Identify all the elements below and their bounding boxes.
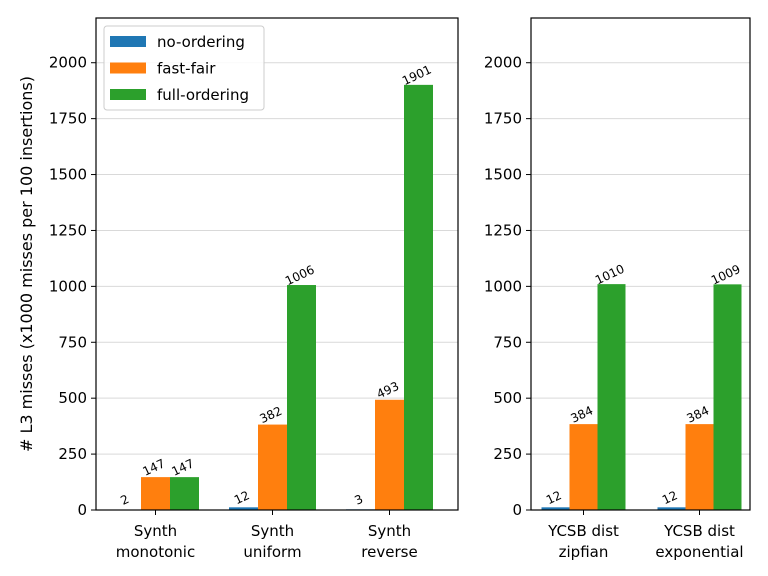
x-tick-label: Synth (134, 522, 177, 540)
data-label: 3 (352, 492, 365, 508)
x-tick-label: monotonic (116, 543, 195, 561)
legend-entry: fast-fair (157, 60, 216, 78)
data-label: 382 (257, 404, 284, 426)
bar-full-ordering-0 (170, 477, 199, 510)
bar-fast-fair-0 (569, 424, 598, 510)
bar-fast-fair-0 (141, 477, 170, 510)
x-tick-label: exponential (655, 543, 743, 561)
y-tick-label: 2000 (49, 54, 87, 72)
chart-panel-right: 12 12 384 384 1010 1009 0 250 500 750 1000 1250 1500… (484, 17, 751, 561)
bar-no-ordering-1 (657, 507, 686, 510)
data-label: 1901 (400, 62, 434, 88)
y-tick-label: 1250 (484, 221, 522, 239)
data-label: 147 (169, 456, 196, 478)
bar-full-ordering-0 (597, 284, 626, 510)
y-tick-label: 0 (77, 501, 87, 519)
y-tick-label: 0 (512, 501, 522, 519)
y-tick-label: 500 (58, 389, 87, 407)
y-tick-label: 1500 (49, 166, 87, 184)
bar-no-ordering-1 (229, 507, 258, 510)
y-tick-label: 1750 (49, 110, 87, 128)
x-tick-label: Synth (368, 522, 411, 540)
x-tick-label: zipfian (559, 543, 609, 561)
legend-swatch (110, 89, 146, 100)
bar-full-ordering-1 (287, 285, 316, 510)
data-label: 12 (232, 488, 252, 507)
axes-frame (95, 17, 459, 511)
axes-frame (530, 17, 751, 511)
data-label: 1009 (709, 262, 743, 288)
y-tick-label: 1250 (49, 221, 87, 239)
legend-swatch (110, 62, 146, 74)
data-label: 1010 (593, 262, 627, 288)
x-tick-label: YCSB dist (663, 522, 735, 540)
legend: no-ordering fast-fair full-ordering (103, 25, 265, 111)
data-label: 12 (660, 488, 680, 507)
data-label: 2 (118, 492, 131, 508)
bar-full-ordering-2 (404, 84, 433, 510)
bar-fast-fair-1 (685, 424, 714, 510)
bar-fast-fair-2 (375, 399, 404, 510)
y-tick-label: 2000 (484, 54, 522, 72)
legend-swatch (110, 36, 146, 47)
legend-entry: full-ordering (157, 86, 249, 104)
bar-fast-fair-1 (258, 424, 287, 510)
y-tick-label: 250 (58, 445, 87, 463)
y-tick-label: 250 (493, 445, 522, 463)
y-tick-label: 750 (493, 333, 522, 351)
bar-full-ordering-1 (713, 284, 742, 510)
x-tick-label: reverse (361, 543, 417, 561)
y-tick-label: 1000 (484, 277, 522, 295)
data-label: 1006 (283, 263, 317, 289)
y-tick-label: 500 (493, 389, 522, 407)
x-tick-label: uniform (243, 543, 301, 561)
y-tick-label: 750 (58, 333, 87, 351)
y-axis-label: # L3 misses (x1000 misses per 100 insert… (17, 76, 36, 452)
legend-entry: no-ordering (157, 33, 245, 51)
data-label: 147 (140, 456, 167, 478)
data-label: 12 (544, 488, 564, 507)
y-tick-label: 1750 (484, 110, 522, 128)
y-tick-label: 1500 (484, 166, 522, 184)
x-tick-label: Synth (251, 522, 294, 540)
data-label: 384 (684, 403, 711, 425)
bar-no-ordering-0 (541, 507, 570, 510)
x-tick-label: YCSB dist (547, 522, 619, 540)
y-tick-label: 1000 (49, 277, 87, 295)
chart-panel-left: 2 12 3147382493147100619010250500750100012… (49, 17, 459, 561)
data-label: 384 (568, 403, 595, 425)
